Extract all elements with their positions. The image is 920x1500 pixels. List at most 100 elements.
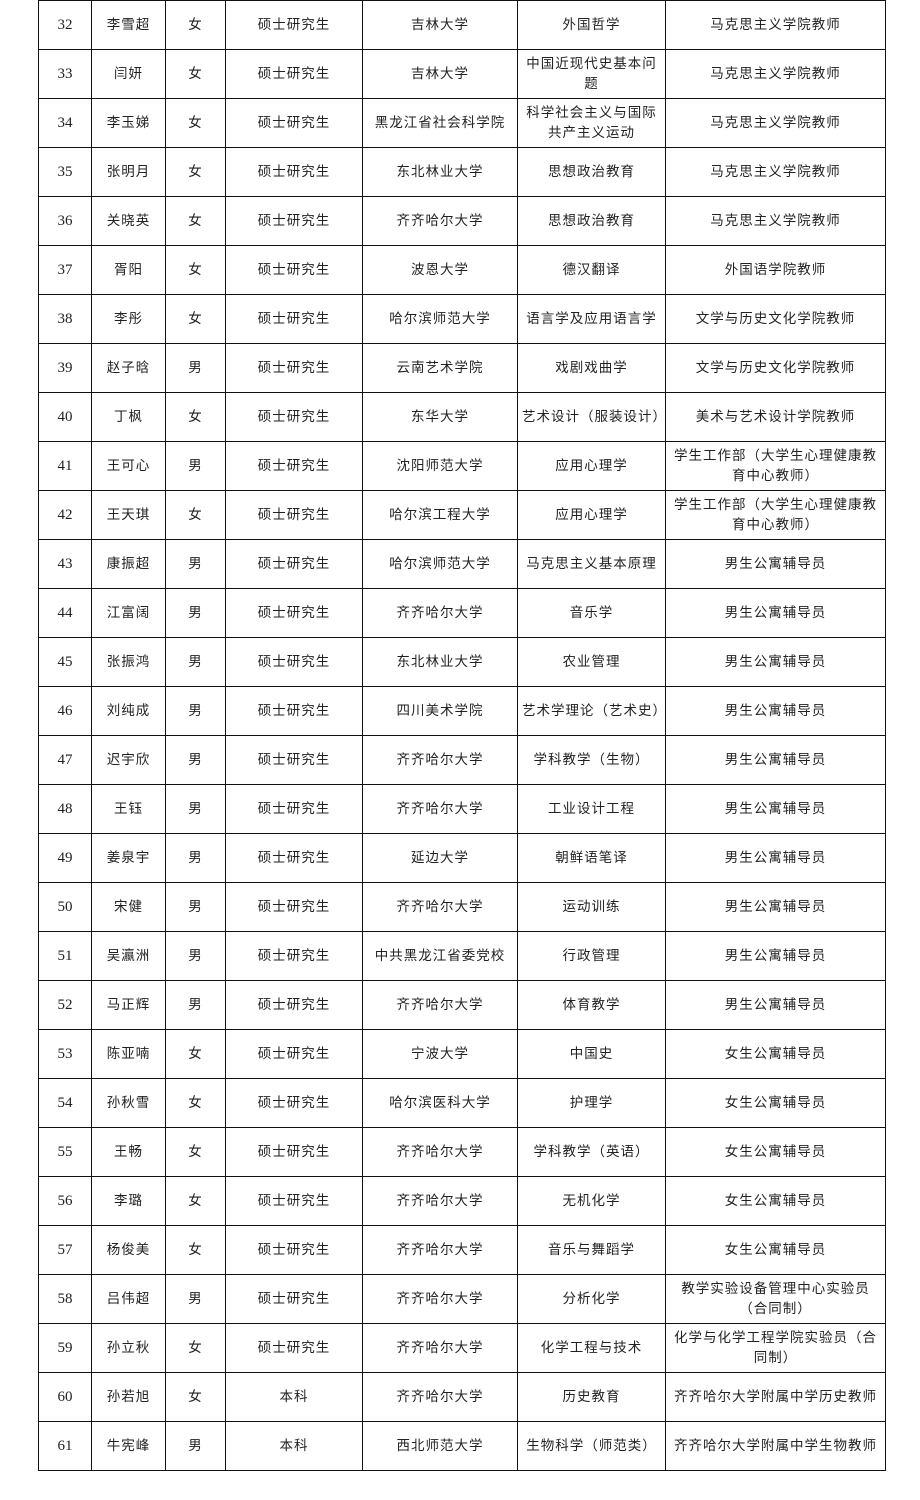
table-row: 38 李彤女硕士研究生 哈尔滨师范大学 语言学及应用语言学 文学与历史文化学院教师: [38, 294, 886, 344]
cell-row-number: 41: [38, 441, 92, 491]
cell-education: 硕士研究生: [225, 980, 363, 1030]
cell-name: 吴瀛洲: [91, 931, 166, 981]
cell-education: 硕士研究生: [225, 882, 363, 932]
cell-gender: 女: [165, 49, 226, 99]
cell-gender: 女: [165, 1127, 226, 1177]
cell-graduate-school: 齐齐哈尔大学: [362, 980, 518, 1030]
table-row: 50 宋健男硕士研究生 齐齐哈尔大学 运动训练 男生公寓辅导员: [38, 882, 886, 932]
cell-major: 学科教学（生物）: [517, 735, 666, 785]
cell-position: 男生公寓辅导员: [665, 637, 886, 687]
cell-row-number: 47: [38, 735, 92, 785]
cell-gender: 男: [165, 637, 226, 687]
cell-gender: 男: [165, 833, 226, 883]
cell-gender: 女: [165, 196, 226, 246]
table-row: 40 丁枫女硕士研究生 东华大学 艺术设计（服装设计） 美术与艺术设计学院教师: [38, 392, 886, 442]
cell-position: 男生公寓辅导员: [665, 588, 886, 638]
cell-name: 李璐: [91, 1176, 166, 1226]
table-row: 36 关晓英女硕士研究生 齐齐哈尔大学 思想政治教育 马克思主义学院教师: [38, 196, 886, 246]
cell-gender: 女: [165, 392, 226, 442]
cell-position: 女生公寓辅导员: [665, 1176, 886, 1226]
cell-major: 运动训练: [517, 882, 666, 932]
table-row: 59 孙立秋女硕士研究生 齐齐哈尔大学 化学工程与技术 化学与化学工程学院实验员（合同制…: [38, 1323, 886, 1373]
table-row: 34 李玉娣女硕士研究生 黑龙江省社会科学院 科学社会主义与国际共产主义运动 马克思主义…: [38, 98, 886, 148]
table-row: 55 王畅女硕士研究生 齐齐哈尔大学 学科教学（英语） 女生公寓辅导员: [38, 1127, 886, 1177]
cell-education: 硕士研究生: [225, 1274, 363, 1324]
cell-position: 男生公寓辅导员: [665, 686, 886, 736]
cell-name: 王天琪: [91, 490, 166, 540]
table-row: 54 孙秋雪女硕士研究生 哈尔滨医科大学 护理学 女生公寓辅导员: [38, 1078, 886, 1128]
cell-row-number: 52: [38, 980, 92, 1030]
cell-education: 硕士研究生: [225, 931, 363, 981]
cell-name: 孙若旭: [91, 1372, 166, 1422]
cell-position: 教学实验设备管理中心实验员（合同制）: [665, 1274, 886, 1324]
cell-position: 外国语学院教师: [665, 245, 886, 295]
cell-row-number: 40: [38, 392, 92, 442]
cell-name: 吕伟超: [91, 1274, 166, 1324]
cell-education: 硕士研究生: [225, 1078, 363, 1128]
cell-row-number: 59: [38, 1323, 92, 1373]
cell-graduate-school: 哈尔滨医科大学: [362, 1078, 518, 1128]
cell-major: 朝鲜语笔译: [517, 833, 666, 883]
cell-row-number: 37: [38, 245, 92, 295]
cell-education: 硕士研究生: [225, 784, 363, 834]
cell-graduate-school: 齐齐哈尔大学: [362, 1323, 518, 1373]
cell-graduate-school: 东北林业大学: [362, 147, 518, 197]
cell-education: 硕士研究生: [225, 588, 363, 638]
cell-row-number: 42: [38, 490, 92, 540]
cell-graduate-school: 齐齐哈尔大学: [362, 196, 518, 246]
cell-gender: 男: [165, 931, 226, 981]
cell-name: 闫妍: [91, 49, 166, 99]
cell-major: 护理学: [517, 1078, 666, 1128]
cell-position: 马克思主义学院教师: [665, 49, 886, 99]
cell-position: 文学与历史文化学院教师: [665, 343, 886, 393]
cell-name: 王可心: [91, 441, 166, 491]
cell-name: 牛宪峰: [91, 1421, 166, 1471]
cell-education: 硕士研究生: [225, 0, 363, 50]
cell-row-number: 60: [38, 1372, 92, 1422]
cell-graduate-school: 沈阳师范大学: [362, 441, 518, 491]
cell-major: 德汉翻译: [517, 245, 666, 295]
cell-position: 女生公寓辅导员: [665, 1078, 886, 1128]
cell-education: 硕士研究生: [225, 147, 363, 197]
cell-row-number: 39: [38, 343, 92, 393]
cell-education: 硕士研究生: [225, 196, 363, 246]
cell-gender: 女: [165, 1029, 226, 1079]
cell-graduate-school: 吉林大学: [362, 49, 518, 99]
cell-graduate-school: 波恩大学: [362, 245, 518, 295]
cell-row-number: 43: [38, 539, 92, 589]
cell-education: 硕士研究生: [225, 343, 363, 393]
table-row: 49 姜泉宇男硕士研究生 延边大学 朝鲜语笔译 男生公寓辅导员: [38, 833, 886, 883]
table-row: 35 张明月女硕士研究生 东北林业大学 思想政治教育 马克思主义学院教师: [38, 147, 886, 197]
cell-gender: 女: [165, 0, 226, 50]
cell-position: 学生工作部（大学生心理健康教育中心教师）: [665, 490, 886, 540]
cell-name: 刘纯成: [91, 686, 166, 736]
cell-position: 齐齐哈尔大学附属中学历史教师: [665, 1372, 886, 1422]
cell-graduate-school: 延边大学: [362, 833, 518, 883]
cell-graduate-school: 齐齐哈尔大学: [362, 1127, 518, 1177]
table-row: 46 刘纯成男硕士研究生 四川美术学院 艺术学理论（艺术史） 男生公寓辅导员: [38, 686, 886, 736]
cell-major: 思想政治教育: [517, 196, 666, 246]
cell-education: 硕士研究生: [225, 1029, 363, 1079]
cell-row-number: 45: [38, 637, 92, 687]
cell-name: 康振超: [91, 539, 166, 589]
cell-name: 王钰: [91, 784, 166, 834]
cell-position: 男生公寓辅导员: [665, 539, 886, 589]
cell-graduate-school: 哈尔滨工程大学: [362, 490, 518, 540]
cell-education: 硕士研究生: [225, 245, 363, 295]
cell-education: 硕士研究生: [225, 1225, 363, 1275]
cell-gender: 女: [165, 1078, 226, 1128]
cell-major: 学科教学（英语）: [517, 1127, 666, 1177]
cell-gender: 女: [165, 1225, 226, 1275]
cell-gender: 女: [165, 294, 226, 344]
cell-position: 马克思主义学院教师: [665, 0, 886, 50]
cell-name: 张明月: [91, 147, 166, 197]
cell-row-number: 56: [38, 1176, 92, 1226]
cell-position: 男生公寓辅导员: [665, 784, 886, 834]
cell-graduate-school: 四川美术学院: [362, 686, 518, 736]
cell-name: 关晓英: [91, 196, 166, 246]
cell-row-number: 53: [38, 1029, 92, 1079]
cell-major: 中国史: [517, 1029, 666, 1079]
cell-gender: 男: [165, 735, 226, 785]
table-row: 57 杨俊美女硕士研究生 齐齐哈尔大学 音乐与舞蹈学 女生公寓辅导员: [38, 1225, 886, 1275]
cell-major: 工业设计工程: [517, 784, 666, 834]
